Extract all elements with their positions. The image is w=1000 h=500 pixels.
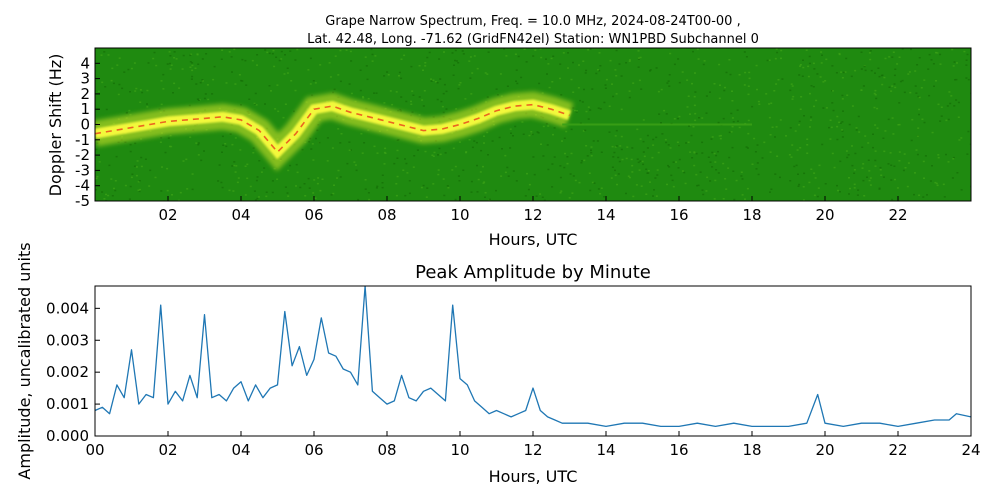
spectrum-y-tick-label: -1 — [75, 131, 90, 149]
amplitude-x-tick-label: 00 — [85, 441, 104, 459]
spectrum-x-axis: 02 04 06 08 10 12 14 16 18 20 22 — [158, 196, 908, 224]
figure-title-line-2: Lat. 42.48, Long. -71.62 (GridFN42el) St… — [307, 32, 759, 47]
spectrum-x-tick-label: 12 — [523, 206, 542, 224]
amplitude-x-tick-label: 16 — [669, 441, 688, 459]
amplitude-x-tick-label: 22 — [888, 441, 907, 459]
amplitude-plot-area — [95, 286, 971, 428]
spectrum-y-label: Doppler Shift (Hz) — [46, 54, 65, 197]
spectrum-x-tick-label: 04 — [231, 206, 250, 224]
amplitude-x-tick-label: 18 — [742, 441, 761, 459]
spectrum-y-tick-label: -5 — [75, 192, 90, 210]
amplitude-x-label: Hours, UTC — [489, 467, 578, 486]
amplitude-y-tick-label: 0.004 — [46, 299, 89, 317]
spectrum-x-tick-label: 06 — [304, 206, 323, 224]
amplitude-x-tick-label: 10 — [450, 441, 469, 459]
spectrum-y-tick-label: -4 — [75, 177, 90, 195]
spectrum-x-tick-label: 14 — [596, 206, 615, 224]
amplitude-y-tick-label: 0.001 — [46, 395, 89, 413]
amplitude-y-axis: 0.000 0.001 0.002 0.003 0.004 — [46, 299, 100, 445]
spectrum-heatmap — [95, 48, 971, 201]
spectrum-y-tick-label: 0 — [80, 116, 90, 134]
amplitude-y-tick-label: 0.003 — [46, 331, 89, 349]
amplitude-x-tick-label: 04 — [231, 441, 250, 459]
spectrum-x-tick-label: 08 — [377, 206, 396, 224]
amplitude-x-tick-label: 20 — [815, 441, 834, 459]
amplitude-y-tick-label: 0.000 — [46, 427, 89, 445]
amplitude-x-tick-label: 02 — [158, 441, 177, 459]
amplitude-frame — [94, 285, 972, 437]
spectrum-y-tick-label: 3 — [80, 70, 90, 88]
amplitude-x-tick-label: 06 — [304, 441, 323, 459]
amplitude-x-tick-label: 14 — [596, 441, 615, 459]
amplitude-title: Peak Amplitude by Minute — [415, 262, 651, 283]
amplitude-x-tick-label: 12 — [523, 441, 542, 459]
spectrum-x-tick-label: 16 — [669, 206, 688, 224]
amplitude-series-line — [95, 286, 971, 428]
spectrum-x-tick-label: 10 — [450, 206, 469, 224]
spectrum-x-tick-label: 20 — [815, 206, 834, 224]
spectrum-trace-peak — [95, 103, 570, 154]
spectrum-y-tick-label: -3 — [75, 161, 90, 179]
spectrum-x-tick-label: 18 — [742, 206, 761, 224]
spectrum-x-tick-label: 22 — [888, 206, 907, 224]
amplitude-x-axis: 00 02 04 06 08 10 12 14 16 18 20 22 24 — [85, 431, 981, 459]
spectrum-x-tick-label: 02 — [158, 206, 177, 224]
spectrum-y-tick-label: 2 — [80, 85, 90, 103]
spectrum-y-tick-label: 4 — [80, 54, 90, 72]
amplitude-panel: Peak Amplitude by Minute 00 02 04 06 08 10 12 1… — [15, 242, 981, 486]
amplitude-y-label: Amplitude, uncalibrated units — [15, 242, 34, 479]
spectrum-y-tick-label: -2 — [75, 146, 90, 164]
spectrum-y-tick-label: 1 — [80, 100, 90, 118]
amplitude-y-tick-label: 0.002 — [46, 363, 89, 381]
amplitude-x-tick-label: 08 — [377, 441, 396, 459]
amplitude-x-tick-label: 24 — [961, 441, 980, 459]
spectrum-x-label: Hours, UTC — [489, 230, 578, 249]
figure-title-line-1: Grape Narrow Spectrum, Freq. = 10.0 MHz,… — [325, 14, 740, 29]
